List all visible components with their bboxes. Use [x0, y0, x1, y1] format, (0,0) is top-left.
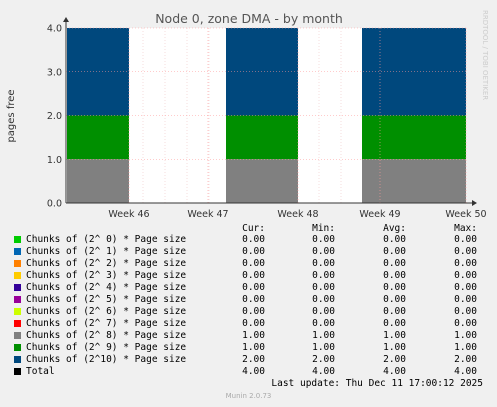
- bar-segment: [226, 159, 298, 203]
- bar-segment: [226, 115, 298, 160]
- bar-segment: [362, 159, 466, 203]
- y-tick-label: 1.0: [47, 155, 62, 166]
- x-tick-label: Week 48: [277, 209, 318, 220]
- x-tick-label: Week 47: [187, 209, 228, 220]
- y-axis-label: pages free: [6, 89, 17, 142]
- x-tick-label: Week 46: [108, 209, 149, 220]
- y-tick-label: 4.0: [47, 24, 62, 35]
- y-axis-arrow: [63, 17, 69, 22]
- y-tick-label: 3.0: [47, 67, 62, 78]
- bar-segment: [67, 28, 129, 116]
- bar-segment: [67, 159, 129, 203]
- rrdtool-credit: RRDTOOL / TOBI OETIKER: [481, 10, 489, 101]
- last-update: Last update: Thu Dec 11 17:00:12 2025: [271, 378, 483, 389]
- y-tick-label: 2.0: [47, 111, 62, 122]
- y-tick-label: 0.0: [47, 199, 62, 210]
- chart-title: Node 0, zone DMA - by month: [155, 11, 343, 26]
- x-tick-label: Week 50: [445, 209, 486, 220]
- x-tick-label: Week 49: [359, 209, 400, 220]
- x-axis-arrow: [472, 200, 477, 206]
- bar-segment: [362, 115, 466, 160]
- bar-segment: [67, 115, 129, 160]
- munin-version: Munin 2.0.73: [225, 392, 272, 400]
